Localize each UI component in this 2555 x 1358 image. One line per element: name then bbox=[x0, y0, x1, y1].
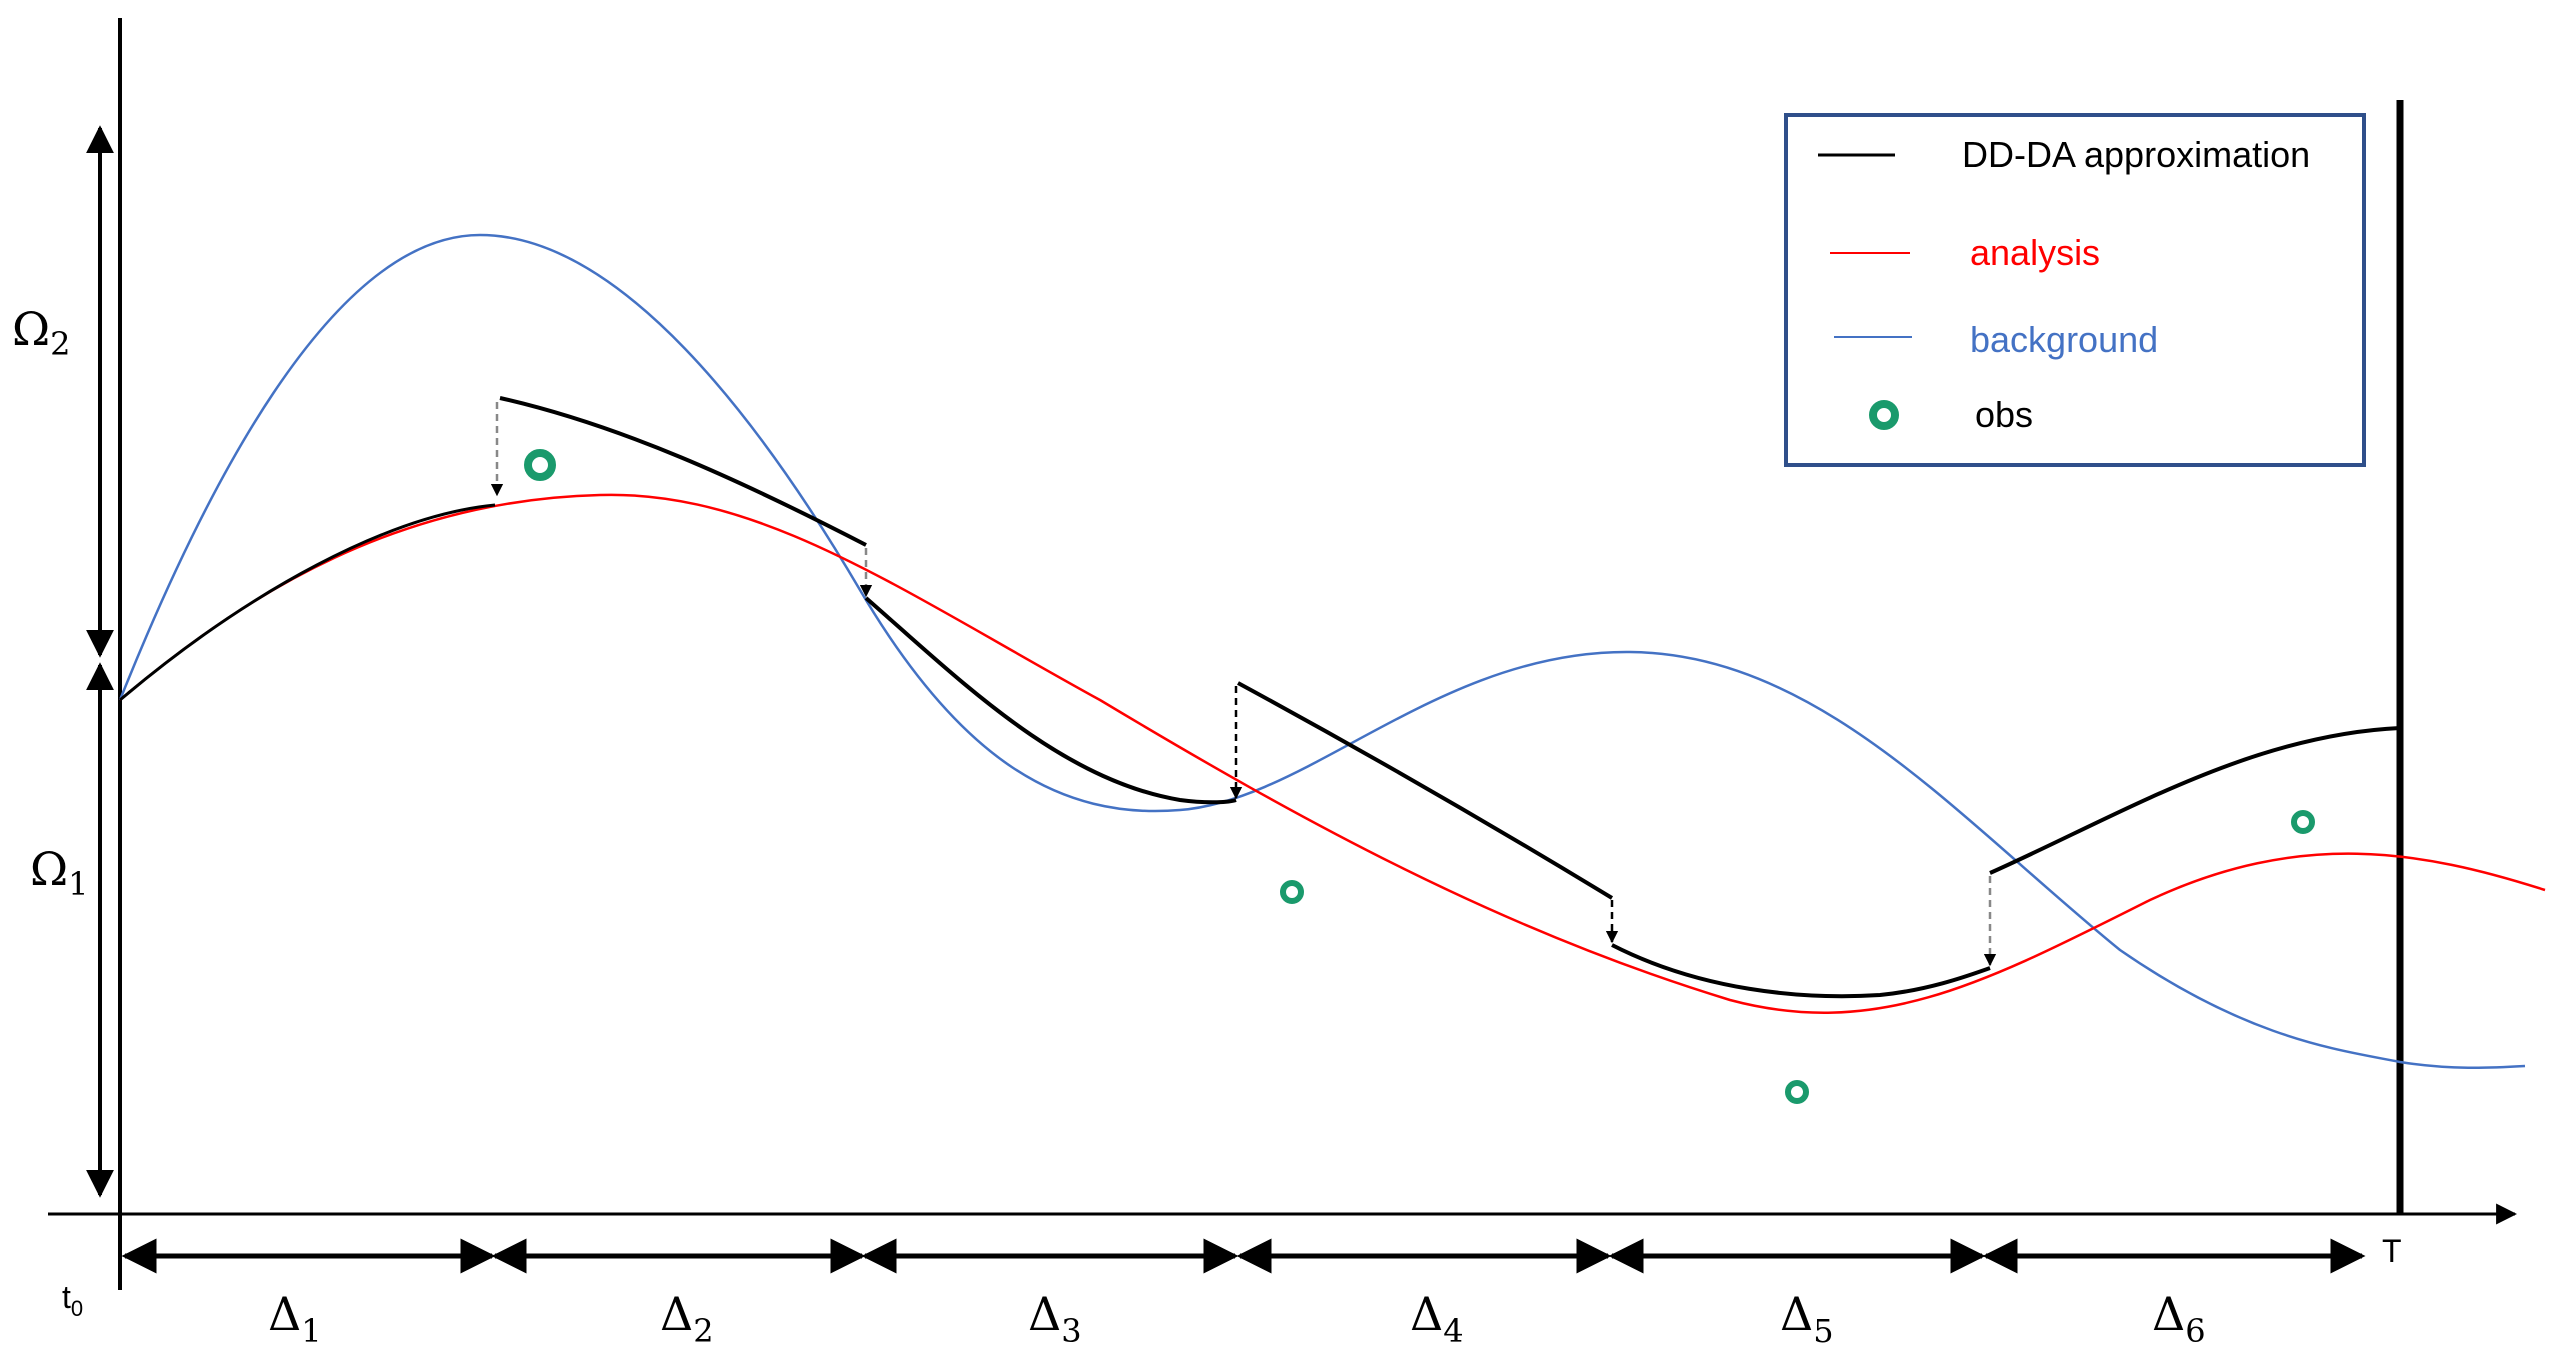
t0-label: t0 bbox=[62, 1279, 83, 1321]
dd-segment-4 bbox=[1237, 681, 1614, 900]
delta-label-2: Δ2 bbox=[660, 1287, 714, 1350]
dd-segment-6 bbox=[1989, 726, 2401, 875]
legend-label-analysis: analysis bbox=[1970, 232, 2100, 273]
delta-label-4: Δ4 bbox=[1410, 1287, 1464, 1350]
dd-segment-1 bbox=[119, 503, 496, 702]
observations bbox=[524, 449, 2315, 1104]
dd-segment-5 bbox=[1611, 943, 1991, 999]
delta-label-6: Δ6 bbox=[2152, 1287, 2206, 1350]
obs-marker-4 bbox=[2291, 810, 2315, 834]
delta-label-3: Δ3 bbox=[1028, 1287, 1082, 1350]
obs-marker-3 bbox=[1785, 1080, 1809, 1104]
omega1-label: Ω1 bbox=[30, 842, 89, 903]
dd-segment-3 bbox=[864, 596, 1237, 805]
axes bbox=[48, 18, 2518, 1290]
window-labels: Δ1 Δ2 Δ3 Δ4 Δ5 Δ6 bbox=[268, 1287, 2206, 1350]
obs-marker-1 bbox=[524, 449, 556, 481]
delta-label-1: Δ1 bbox=[268, 1287, 322, 1350]
legend-swatch-obs bbox=[1869, 400, 1899, 430]
dd-segment-2 bbox=[499, 396, 867, 547]
legend-label-background: background bbox=[1970, 319, 2158, 360]
correction-arrows bbox=[490, 402, 1997, 967]
legend: DD-DA approximation analysis background … bbox=[1784, 113, 2366, 467]
legend-label-dd: DD-DA approximation bbox=[1962, 134, 2310, 175]
legend-label-obs: obs bbox=[1975, 394, 2033, 435]
dd-da-segments bbox=[119, 396, 2401, 999]
T-label: T bbox=[2382, 1233, 2402, 1269]
obs-marker-2 bbox=[1280, 880, 1304, 904]
analysis-curve bbox=[119, 493, 2546, 1014]
delta-label-5: Δ5 bbox=[1780, 1287, 1834, 1350]
omega2-label: Ω2 bbox=[12, 302, 71, 363]
